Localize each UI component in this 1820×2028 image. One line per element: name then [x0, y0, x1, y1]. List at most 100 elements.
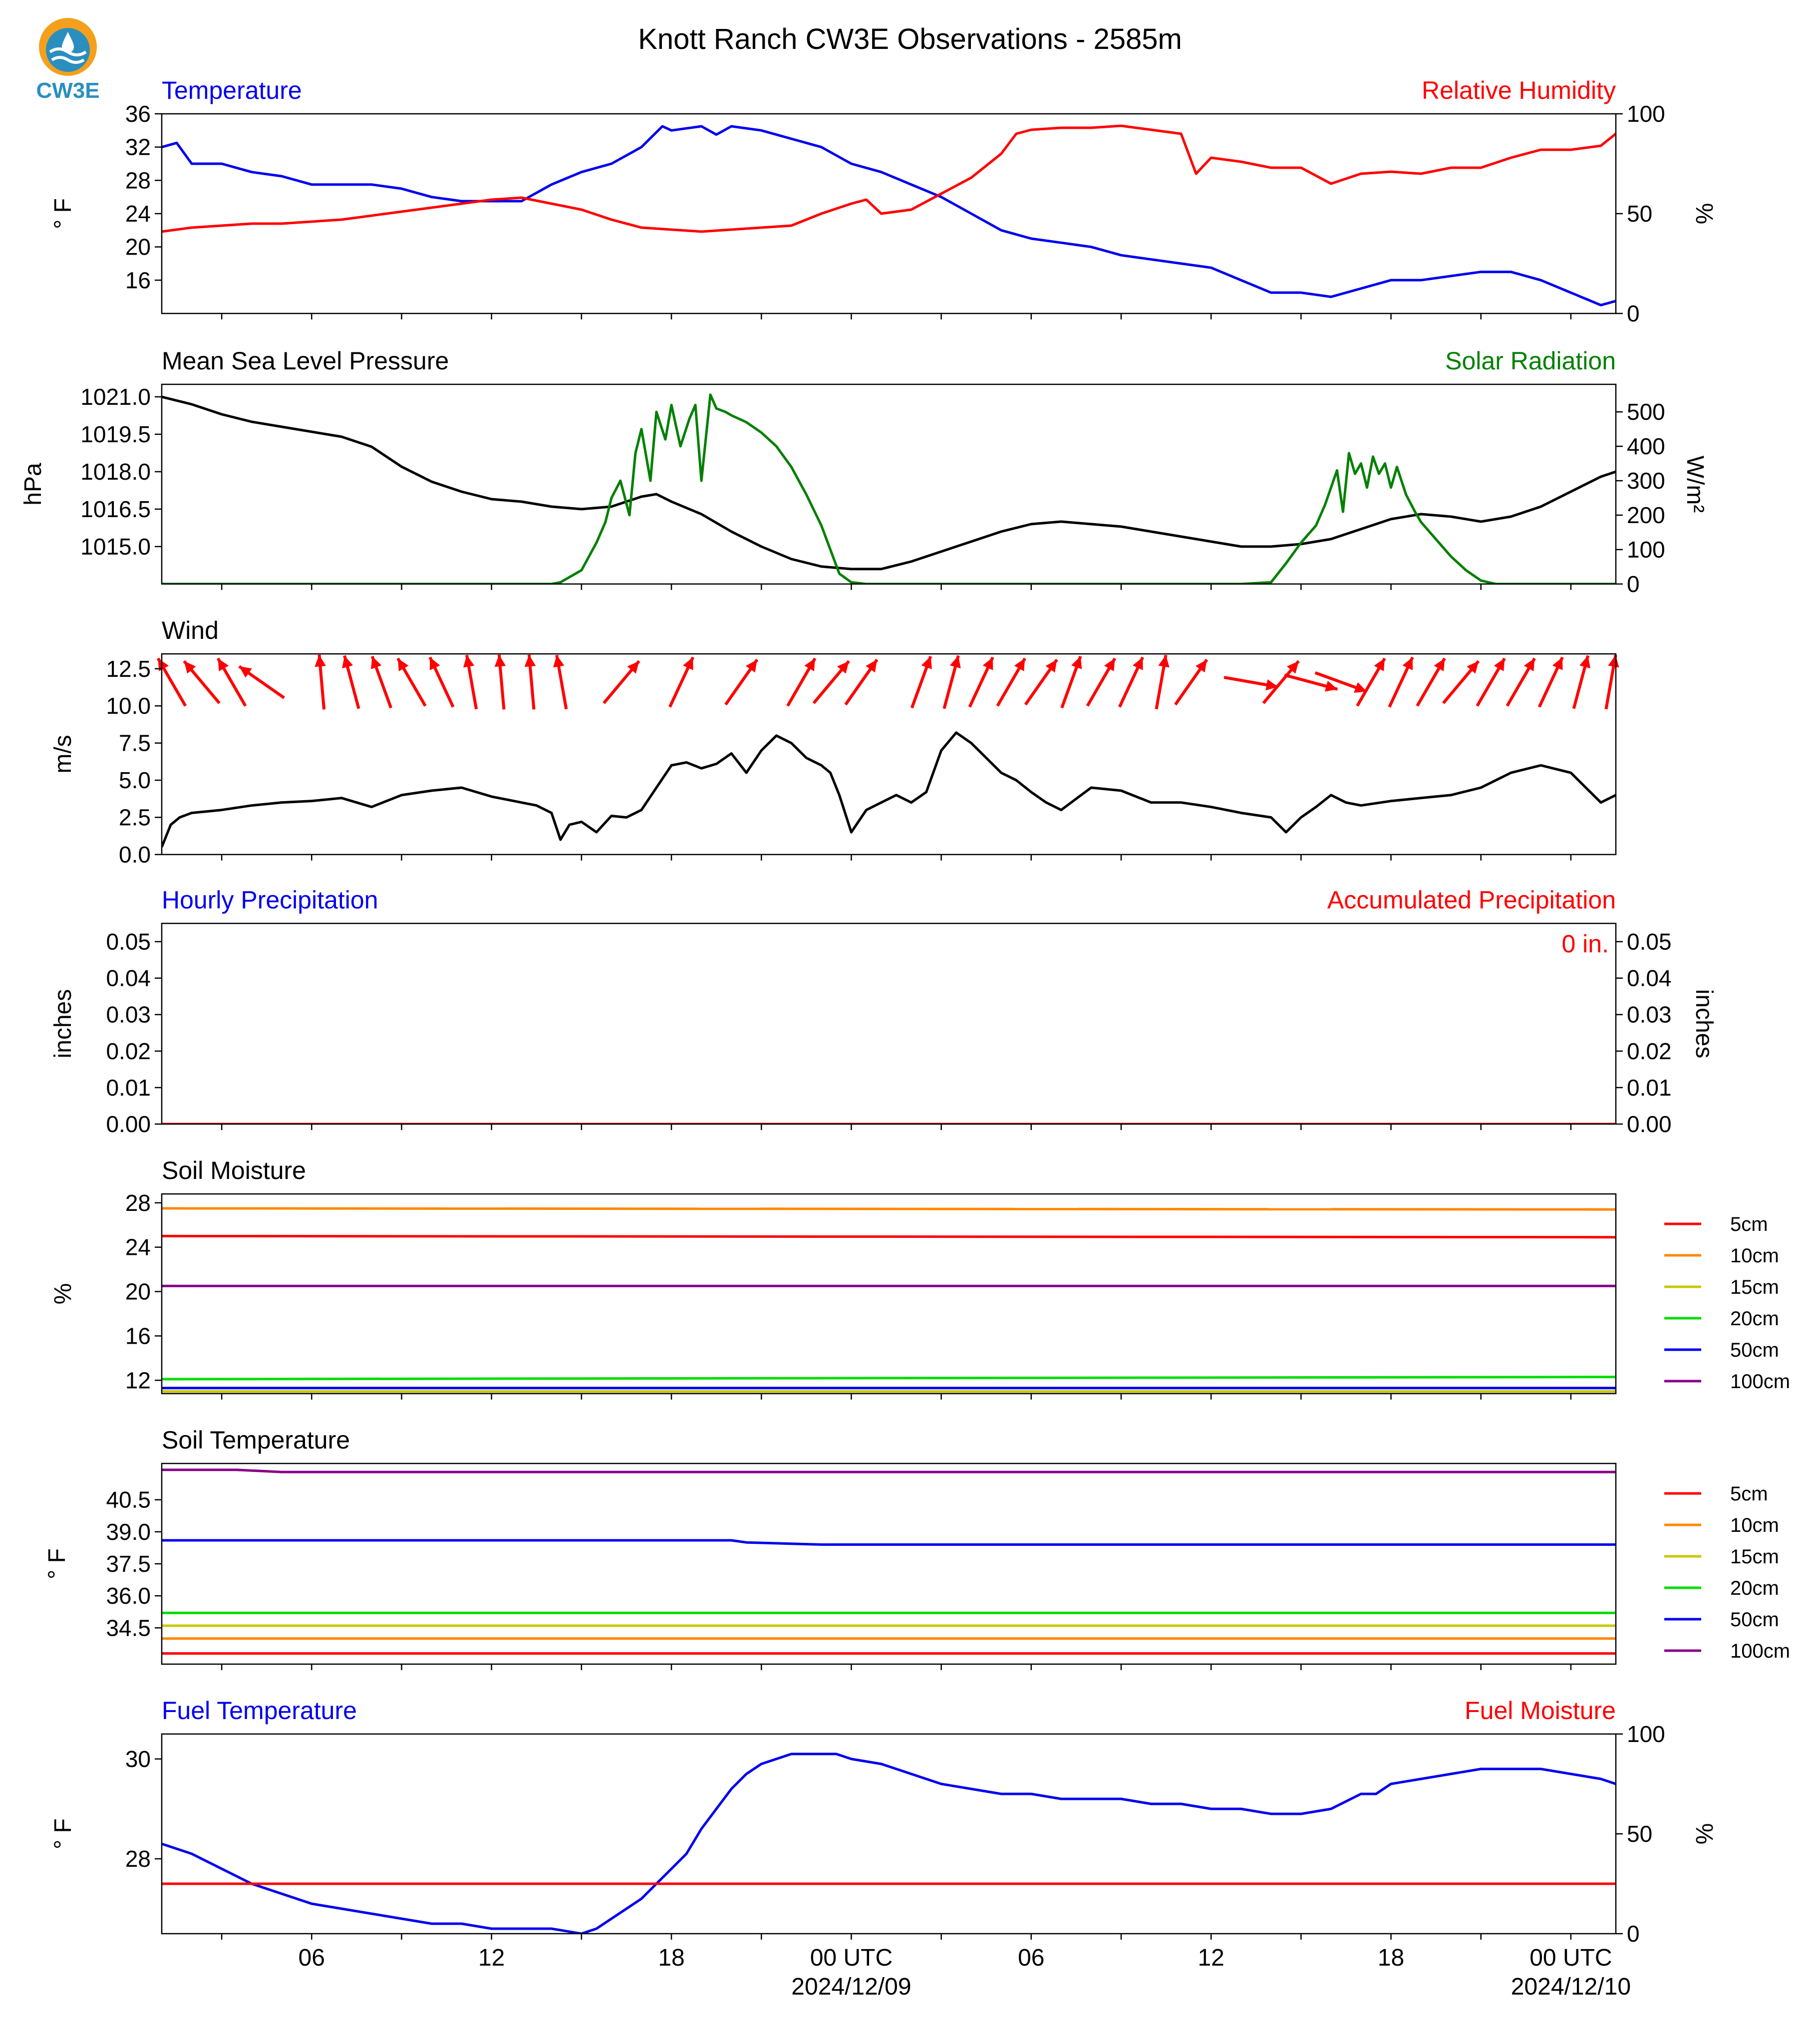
panel-title-right: Solar Radiation: [1445, 347, 1616, 375]
wind-arrow-head: [553, 655, 565, 668]
panel-title-left: Hourly Precipitation: [162, 886, 378, 914]
y-tick-label: 0.03: [106, 1002, 151, 1028]
wind-arrow-head: [1071, 656, 1082, 669]
wind-arrow-head: [158, 658, 169, 671]
wind-direction-arrow: [1416, 657, 1446, 707]
wind-direction-arrow: [1476, 657, 1506, 707]
series-line-5cm: [162, 1234, 1616, 1239]
y-tick-label: 28: [125, 1190, 151, 1216]
wind-direction-arrow: [1356, 657, 1386, 707]
wind-arrow-head: [1552, 657, 1563, 670]
wind-arrow-head: [463, 655, 475, 668]
y-tick-label: 20: [125, 1279, 151, 1305]
wind-direction-arrow: [1155, 654, 1170, 710]
wind-arrow-head: [494, 654, 506, 667]
x-tick-label: 00 UTC: [1529, 1945, 1612, 1971]
wind-arrow-head: [1195, 659, 1207, 673]
wind-arrow-head: [1014, 658, 1025, 671]
series-line-20cm: [162, 1376, 1616, 1381]
wind-arrow-head: [371, 656, 382, 669]
wind-arrow-head: [804, 658, 815, 671]
legend-label: 10cm: [1730, 1245, 1779, 1267]
y-tick-label-right: 0: [1627, 300, 1640, 326]
wind-arrow-head: [1579, 655, 1591, 668]
legend-label: 5cm: [1730, 1213, 1768, 1235]
y-tick-label: 0.01: [106, 1075, 151, 1101]
panel-title-left: Mean Sea Level Pressure: [162, 347, 449, 375]
panels: 16 20 24 28 32 36 0 50 100 Temperature Relative Hu…: [20, 76, 1790, 2000]
wind-arrow-head: [218, 658, 229, 671]
series-line-fuel-temperature: [162, 1752, 1616, 1934]
wind-arrow-head: [746, 659, 757, 673]
series-line-50cm: [162, 1539, 1616, 1546]
y-axis-label-right: W/m²: [1682, 456, 1708, 513]
panel-title-right: Fuel Moisture: [1465, 1697, 1616, 1725]
y-axis-label: inches: [50, 989, 76, 1059]
x-tick-label: 06: [1018, 1945, 1044, 1971]
y-tick-label: 1015.0: [80, 534, 151, 560]
y-axis-label: m/s: [50, 735, 76, 773]
y-tick-label-right: 0.01: [1627, 1075, 1672, 1101]
y-tick-label-right: 0.02: [1627, 1038, 1672, 1064]
wind-direction-arrow: [668, 656, 695, 708]
panel-title-left: Wind: [162, 616, 219, 644]
series-line-10cm: [162, 1207, 1616, 1211]
y-tick-label: 16: [125, 267, 151, 293]
wind-arrow-head: [1523, 658, 1535, 671]
wind-direction-arrow: [1442, 660, 1480, 704]
y-tick-label: 24: [125, 1234, 151, 1260]
wind-direction-arrow: [812, 660, 851, 704]
wind-arrow-head: [1354, 682, 1367, 693]
wind-direction-arrow: [1537, 656, 1564, 708]
y-tick-label: 12.5: [106, 656, 151, 682]
wind-arrow-head: [397, 658, 409, 671]
y-tick-label-right: 0.00: [1627, 1111, 1672, 1137]
y-tick-label: 1019.5: [80, 421, 151, 447]
panel-title-left: Fuel Temperature: [162, 1697, 357, 1725]
y-tick-label-right: 100: [1627, 1721, 1665, 1747]
wind-arrow-head: [1494, 658, 1505, 671]
y-tick-label: 2.5: [119, 805, 151, 831]
wind-direction-arrow: [183, 660, 221, 704]
wind-direction-arrow: [1572, 655, 1591, 709]
accumulated-total-label: 0 in.: [1561, 930, 1609, 958]
x-tick-label: 18: [1378, 1945, 1404, 1971]
y-tick-label-right: 400: [1627, 433, 1665, 459]
x-date-label: 2024/12/09: [791, 1974, 911, 2000]
panel-title-right: Relative Humidity: [1422, 76, 1616, 104]
wind-direction-arrow: [786, 657, 817, 707]
logo-text: CW3E: [36, 78, 99, 103]
y-tick-label-right: 100: [1627, 537, 1665, 563]
y-tick-label: 24: [125, 201, 151, 227]
wind-direction-arrow: [1174, 658, 1209, 706]
legend-label: 15cm: [1730, 1276, 1779, 1298]
wind-arrow-head: [866, 659, 877, 673]
legend-label: 10cm: [1730, 1514, 1779, 1536]
wind-direction-arrow: [370, 655, 393, 709]
y-axis-label: ° F: [44, 1548, 70, 1579]
wind-direction-arrow: [1314, 671, 1368, 693]
wind-direction-arrow: [494, 654, 506, 710]
y-tick-label: 7.5: [119, 730, 151, 756]
wind-direction-arrow: [524, 654, 536, 710]
wind-direction-arrow: [603, 660, 640, 704]
logo-drop-icon: [62, 32, 74, 53]
y-tick-label: 32: [125, 134, 151, 160]
y-tick-label: 20: [125, 234, 151, 260]
wind-arrow-head: [1286, 661, 1299, 674]
panel-soil_temp: 34.5 36.0 37.5 39.0 40.5 Soil Temperature ° F 5…: [44, 1426, 1790, 1670]
wind-arrow-head: [429, 657, 440, 670]
logo-wave-icon: [51, 56, 85, 64]
series-line-wind: [162, 731, 1616, 848]
wind-arrow-head: [239, 666, 252, 678]
wind-direction-arrow: [1086, 657, 1117, 707]
series-line-100cm: [162, 1468, 1616, 1473]
wind-arrow-head: [524, 654, 536, 667]
y-tick-label-right: 0: [1627, 571, 1640, 597]
wind-direction-arrow: [1284, 673, 1338, 692]
legend-label: 5cm: [1730, 1483, 1768, 1505]
x-tick-label: 00 UTC: [810, 1945, 893, 1971]
wind-arrow-head: [1324, 680, 1338, 692]
wind-direction-arrow: [1262, 660, 1300, 704]
